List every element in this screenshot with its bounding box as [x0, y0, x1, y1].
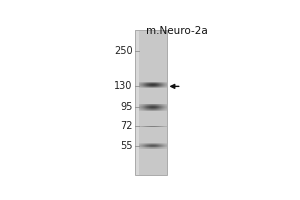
Text: 72: 72 — [120, 121, 133, 131]
Text: 250: 250 — [114, 46, 133, 56]
Text: 130: 130 — [115, 81, 133, 91]
Text: m.Neuro-2a: m.Neuro-2a — [146, 26, 208, 36]
Bar — [135, 30, 139, 175]
Bar — [139, 30, 166, 175]
Text: 55: 55 — [120, 141, 133, 151]
Text: 95: 95 — [120, 102, 133, 112]
Bar — [135, 30, 166, 175]
